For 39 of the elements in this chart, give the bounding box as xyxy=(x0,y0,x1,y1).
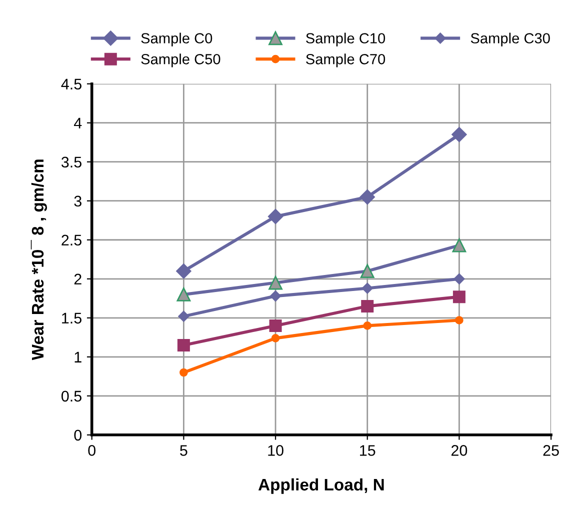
x-tick-label: 10 xyxy=(268,445,284,456)
x-tick-label: 0 xyxy=(88,445,96,456)
y-tick-label: 3 xyxy=(74,196,82,207)
legend-label: Sample C10 xyxy=(306,32,386,46)
x-tick-label: 5 xyxy=(180,445,188,456)
y-axis-title: Wear Rate *10¯ 8 , gm/cm xyxy=(30,160,47,360)
point xyxy=(270,290,282,302)
y-tick-label: 0 xyxy=(74,430,82,441)
y-tick-label: 4.5 xyxy=(61,78,82,90)
y-tick-label: 1.5 xyxy=(62,312,82,324)
y-tick-label: 4 xyxy=(74,118,82,128)
point xyxy=(177,338,190,352)
point xyxy=(363,322,372,330)
point xyxy=(180,368,188,377)
x-tick-label: 20 xyxy=(451,445,468,456)
y-tick-label: 2.5 xyxy=(62,234,82,246)
x-tick-label: 15 xyxy=(360,445,376,456)
point xyxy=(452,126,467,142)
x-tick-label: 25 xyxy=(543,445,559,456)
legend-label: Sample C0 xyxy=(141,32,212,46)
point xyxy=(362,282,373,294)
legend-label: Sample C70 xyxy=(306,54,386,68)
x-axis-title: Applied Load, N xyxy=(258,478,384,494)
y-tick-label: 1 xyxy=(74,352,82,362)
point xyxy=(455,316,464,324)
point xyxy=(269,319,282,332)
y-tick-label: 0.5 xyxy=(61,390,82,402)
point xyxy=(176,264,192,279)
point xyxy=(361,300,374,312)
point xyxy=(454,273,465,284)
point xyxy=(268,208,284,224)
legend-label: Sample C30 xyxy=(470,32,550,46)
legend-label: Sample C50 xyxy=(141,54,220,68)
point xyxy=(271,334,280,342)
point xyxy=(452,290,466,304)
y-tick-label: 3.5 xyxy=(61,156,82,168)
point xyxy=(360,189,375,205)
y-tick-label: 2 xyxy=(74,274,82,284)
point xyxy=(178,310,190,322)
